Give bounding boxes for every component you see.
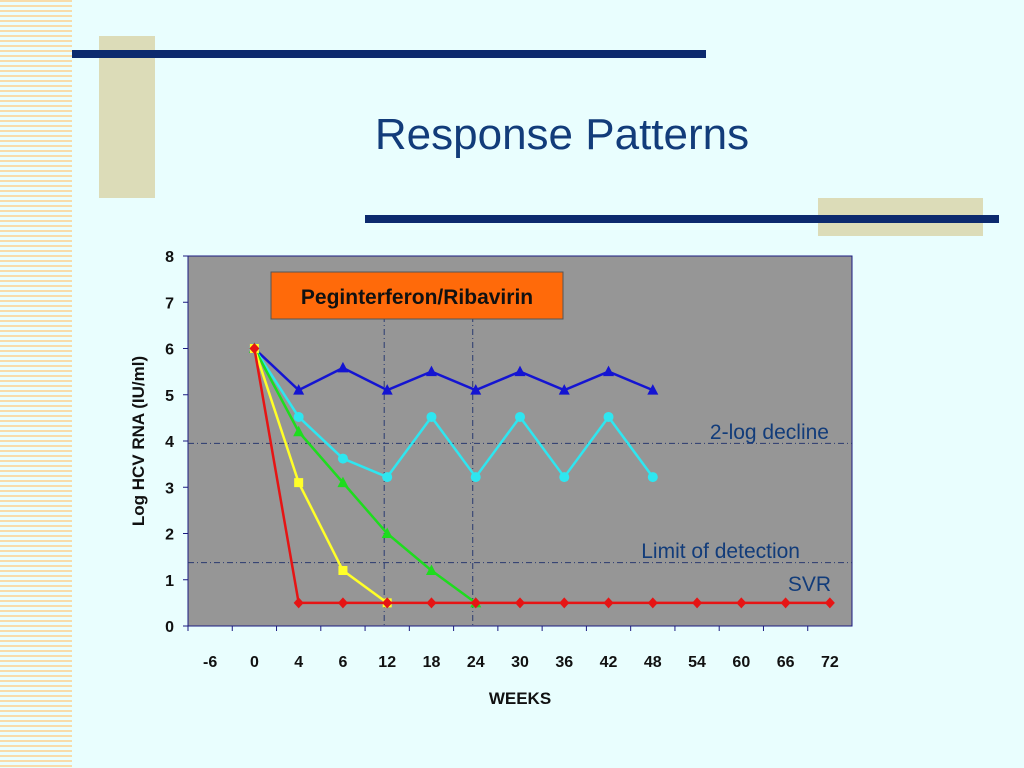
- data-point: [426, 411, 437, 422]
- legend-box-label: Peginterferon/Ribavirin: [301, 286, 533, 309]
- data-point: [603, 365, 615, 377]
- data-point: [425, 564, 437, 575]
- y-tick-label: 8: [165, 249, 174, 266]
- data-point: [337, 597, 348, 609]
- data-point: [514, 365, 526, 377]
- data-point: [382, 597, 393, 609]
- ref-label-2log: 2-log decline: [710, 421, 829, 444]
- y-tick-label: 4: [165, 434, 174, 451]
- series-line: [253, 348, 830, 605]
- y-axis-label: Log HCV RNA (IU/ml): [129, 356, 148, 526]
- data-point: [647, 597, 658, 609]
- x-tick-label: 48: [644, 654, 662, 671]
- x-tick-label: 42: [600, 654, 618, 671]
- y-tick-label: 2: [165, 527, 174, 544]
- data-point: [780, 597, 791, 609]
- top-rule: [72, 50, 706, 58]
- x-tick-label: 24: [467, 654, 485, 671]
- page-title: Response Patterns: [374, 110, 750, 159]
- x-tick-label: 36: [555, 654, 573, 671]
- x-tick-label: 6: [338, 654, 347, 671]
- y-tick-label: 3: [165, 480, 174, 497]
- data-point: [470, 384, 482, 395]
- y-tick-label: 0: [165, 619, 174, 636]
- data-point: [293, 411, 304, 422]
- data-point: [647, 472, 658, 483]
- x-tick-label: 0: [250, 654, 259, 671]
- x-tick-label: 66: [777, 654, 795, 671]
- y-tick-label: 7: [165, 295, 174, 312]
- data-point: [425, 365, 437, 377]
- ref-label-detection: Limit of detection: [641, 540, 800, 563]
- series-line: [253, 347, 654, 392]
- legend-box: Peginterferon/Ribavirin: [270, 271, 564, 320]
- data-point: [559, 472, 570, 483]
- accent-block-top: [99, 36, 155, 198]
- data-point: [381, 527, 393, 538]
- data-point: [647, 384, 659, 395]
- data-point: [824, 597, 835, 609]
- x-tick-label: 72: [821, 654, 839, 671]
- data-point: [603, 597, 614, 609]
- data-point: [559, 597, 570, 609]
- data-point: [293, 597, 304, 609]
- series-1: [249, 343, 658, 483]
- y-tick-label: 5: [165, 388, 174, 405]
- data-point: [338, 566, 348, 575]
- data-point: [382, 472, 393, 483]
- svr-annotation: SVR: [788, 573, 831, 596]
- data-point: [515, 411, 525, 422]
- data-point: [515, 597, 525, 609]
- data-point: [736, 597, 747, 609]
- y-tick-label: 1: [165, 573, 174, 590]
- series-line: [253, 348, 388, 604]
- x-tick-label: 18: [423, 654, 441, 671]
- data-point: [470, 472, 481, 483]
- series-line: [253, 347, 654, 480]
- data-point: [249, 343, 260, 354]
- series-4: [249, 343, 835, 609]
- data-point: [603, 411, 614, 422]
- x-tick-label: 54: [688, 654, 706, 671]
- x-axis-label: WEEKS: [489, 689, 551, 708]
- y-tick-label: 6: [165, 342, 174, 359]
- data-point: [426, 597, 437, 609]
- x-tick-label: 4: [294, 654, 303, 671]
- series-layer: [248, 342, 835, 609]
- series-line: [253, 347, 477, 604]
- x-tick-label: 30: [511, 654, 529, 671]
- x-tick-label: -6: [203, 654, 217, 671]
- data-point: [470, 597, 481, 609]
- bottom-rule: [365, 215, 999, 223]
- series-0: [248, 342, 659, 395]
- data-point: [692, 597, 703, 609]
- data-point: [293, 425, 305, 437]
- data-point: [337, 476, 349, 488]
- data-point: [558, 384, 570, 395]
- decorative-stripes: [0, 0, 72, 768]
- data-point: [337, 361, 349, 373]
- data-point: [293, 384, 305, 395]
- data-point: [381, 384, 393, 395]
- data-point: [337, 453, 348, 464]
- x-tick-label: 12: [378, 654, 396, 671]
- x-tick-label: 60: [732, 654, 750, 671]
- data-point: [294, 478, 304, 488]
